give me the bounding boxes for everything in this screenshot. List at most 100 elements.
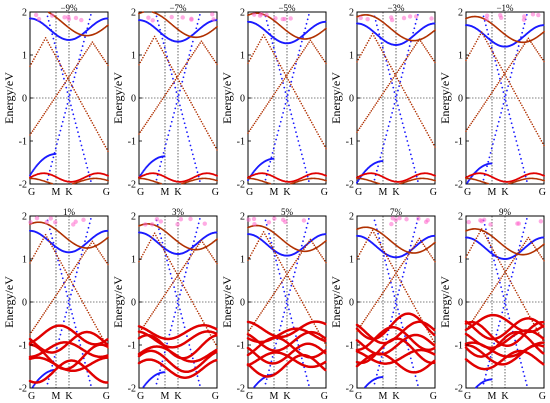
band-point [466, 57, 469, 59]
band-point [434, 61, 436, 64]
band-point [187, 258, 190, 261]
band-point [313, 45, 316, 47]
band-point [98, 50, 100, 53]
band-point [297, 56, 300, 59]
band-point [534, 128, 536, 130]
band-point [53, 355, 56, 358]
band-point [99, 333, 101, 335]
band-point [151, 313, 153, 315]
band-point [72, 283, 74, 286]
band-point [264, 382, 267, 385]
band-point [67, 302, 70, 305]
band-point [146, 121, 148, 124]
band-point [322, 142, 325, 145]
band-point [68, 94, 71, 96]
band-point [292, 64, 295, 67]
band-point [396, 71, 399, 73]
band-point [72, 113, 75, 116]
band-point [282, 266, 284, 269]
band-point [383, 143, 385, 145]
band-point [494, 134, 497, 136]
band-point [541, 142, 544, 145]
band-point [170, 263, 173, 265]
band-point [277, 129, 280, 132]
band-point [183, 326, 186, 329]
band-point [182, 284, 184, 287]
band-point [384, 138, 386, 141]
band-point [291, 321, 294, 324]
band-point [46, 178, 49, 181]
band-point [492, 52, 495, 55]
band-point [46, 15, 49, 18]
band-point [90, 242, 92, 245]
band-point [290, 284, 293, 287]
band-point [502, 103, 505, 105]
band-point [256, 45, 258, 48]
band-point [181, 69, 183, 71]
band-point [38, 245, 40, 248]
band-point [65, 74, 68, 77]
band-point [52, 248, 55, 250]
band-point [153, 35, 156, 38]
band-point [528, 39, 531, 42]
band-point [415, 18, 418, 21]
band-point [82, 153, 85, 156]
band-point [151, 237, 153, 239]
band-point [181, 85, 183, 87]
band-point [77, 266, 79, 269]
band-point [50, 243, 52, 245]
band-point [186, 335, 188, 338]
band-point [83, 52, 86, 55]
band-point [156, 40, 158, 42]
band-point [57, 257, 60, 260]
x-tick-label: G [539, 187, 546, 198]
band-point [48, 304, 51, 306]
band-point [301, 105, 304, 107]
band-point [214, 260, 217, 263]
band-point [323, 145, 326, 147]
band-point [383, 53, 386, 56]
band-point [106, 356, 109, 359]
y-tick-label: -1 [19, 137, 27, 148]
band-point [175, 295, 178, 297]
band-point [517, 52, 519, 55]
band-point [159, 301, 161, 304]
band-point [522, 166, 525, 169]
band-point [216, 179, 218, 182]
band-point [253, 50, 256, 53]
band-point [176, 302, 179, 305]
band-point [517, 45, 520, 47]
band-point [138, 133, 140, 135]
band-point [249, 254, 252, 257]
band-point [318, 52, 321, 55]
band-point [106, 381, 109, 384]
band-point [358, 127, 361, 130]
band-point [500, 78, 502, 80]
band-point [29, 333, 31, 336]
band-point [153, 309, 156, 311]
band-point [147, 244, 149, 246]
band-point [198, 384, 201, 386]
band-point [292, 122, 295, 125]
band-point [410, 103, 413, 106]
band-point [34, 216, 40, 221]
band-point [299, 254, 301, 256]
band-point [288, 308, 290, 311]
band-point [149, 222, 155, 227]
band-point [395, 75, 397, 77]
band-point [89, 180, 92, 182]
band-point [151, 40, 153, 42]
band-point [405, 94, 408, 96]
band-point [509, 64, 512, 67]
band-point [183, 71, 186, 74]
band-point [197, 379, 200, 382]
band-point [143, 324, 145, 327]
band-point [527, 116, 530, 119]
band-point [539, 137, 541, 140]
band-point [157, 169, 160, 172]
band-point [268, 165, 270, 168]
band-point [279, 324, 282, 327]
band-point [408, 53, 410, 56]
x-tick-label: K [65, 187, 73, 198]
